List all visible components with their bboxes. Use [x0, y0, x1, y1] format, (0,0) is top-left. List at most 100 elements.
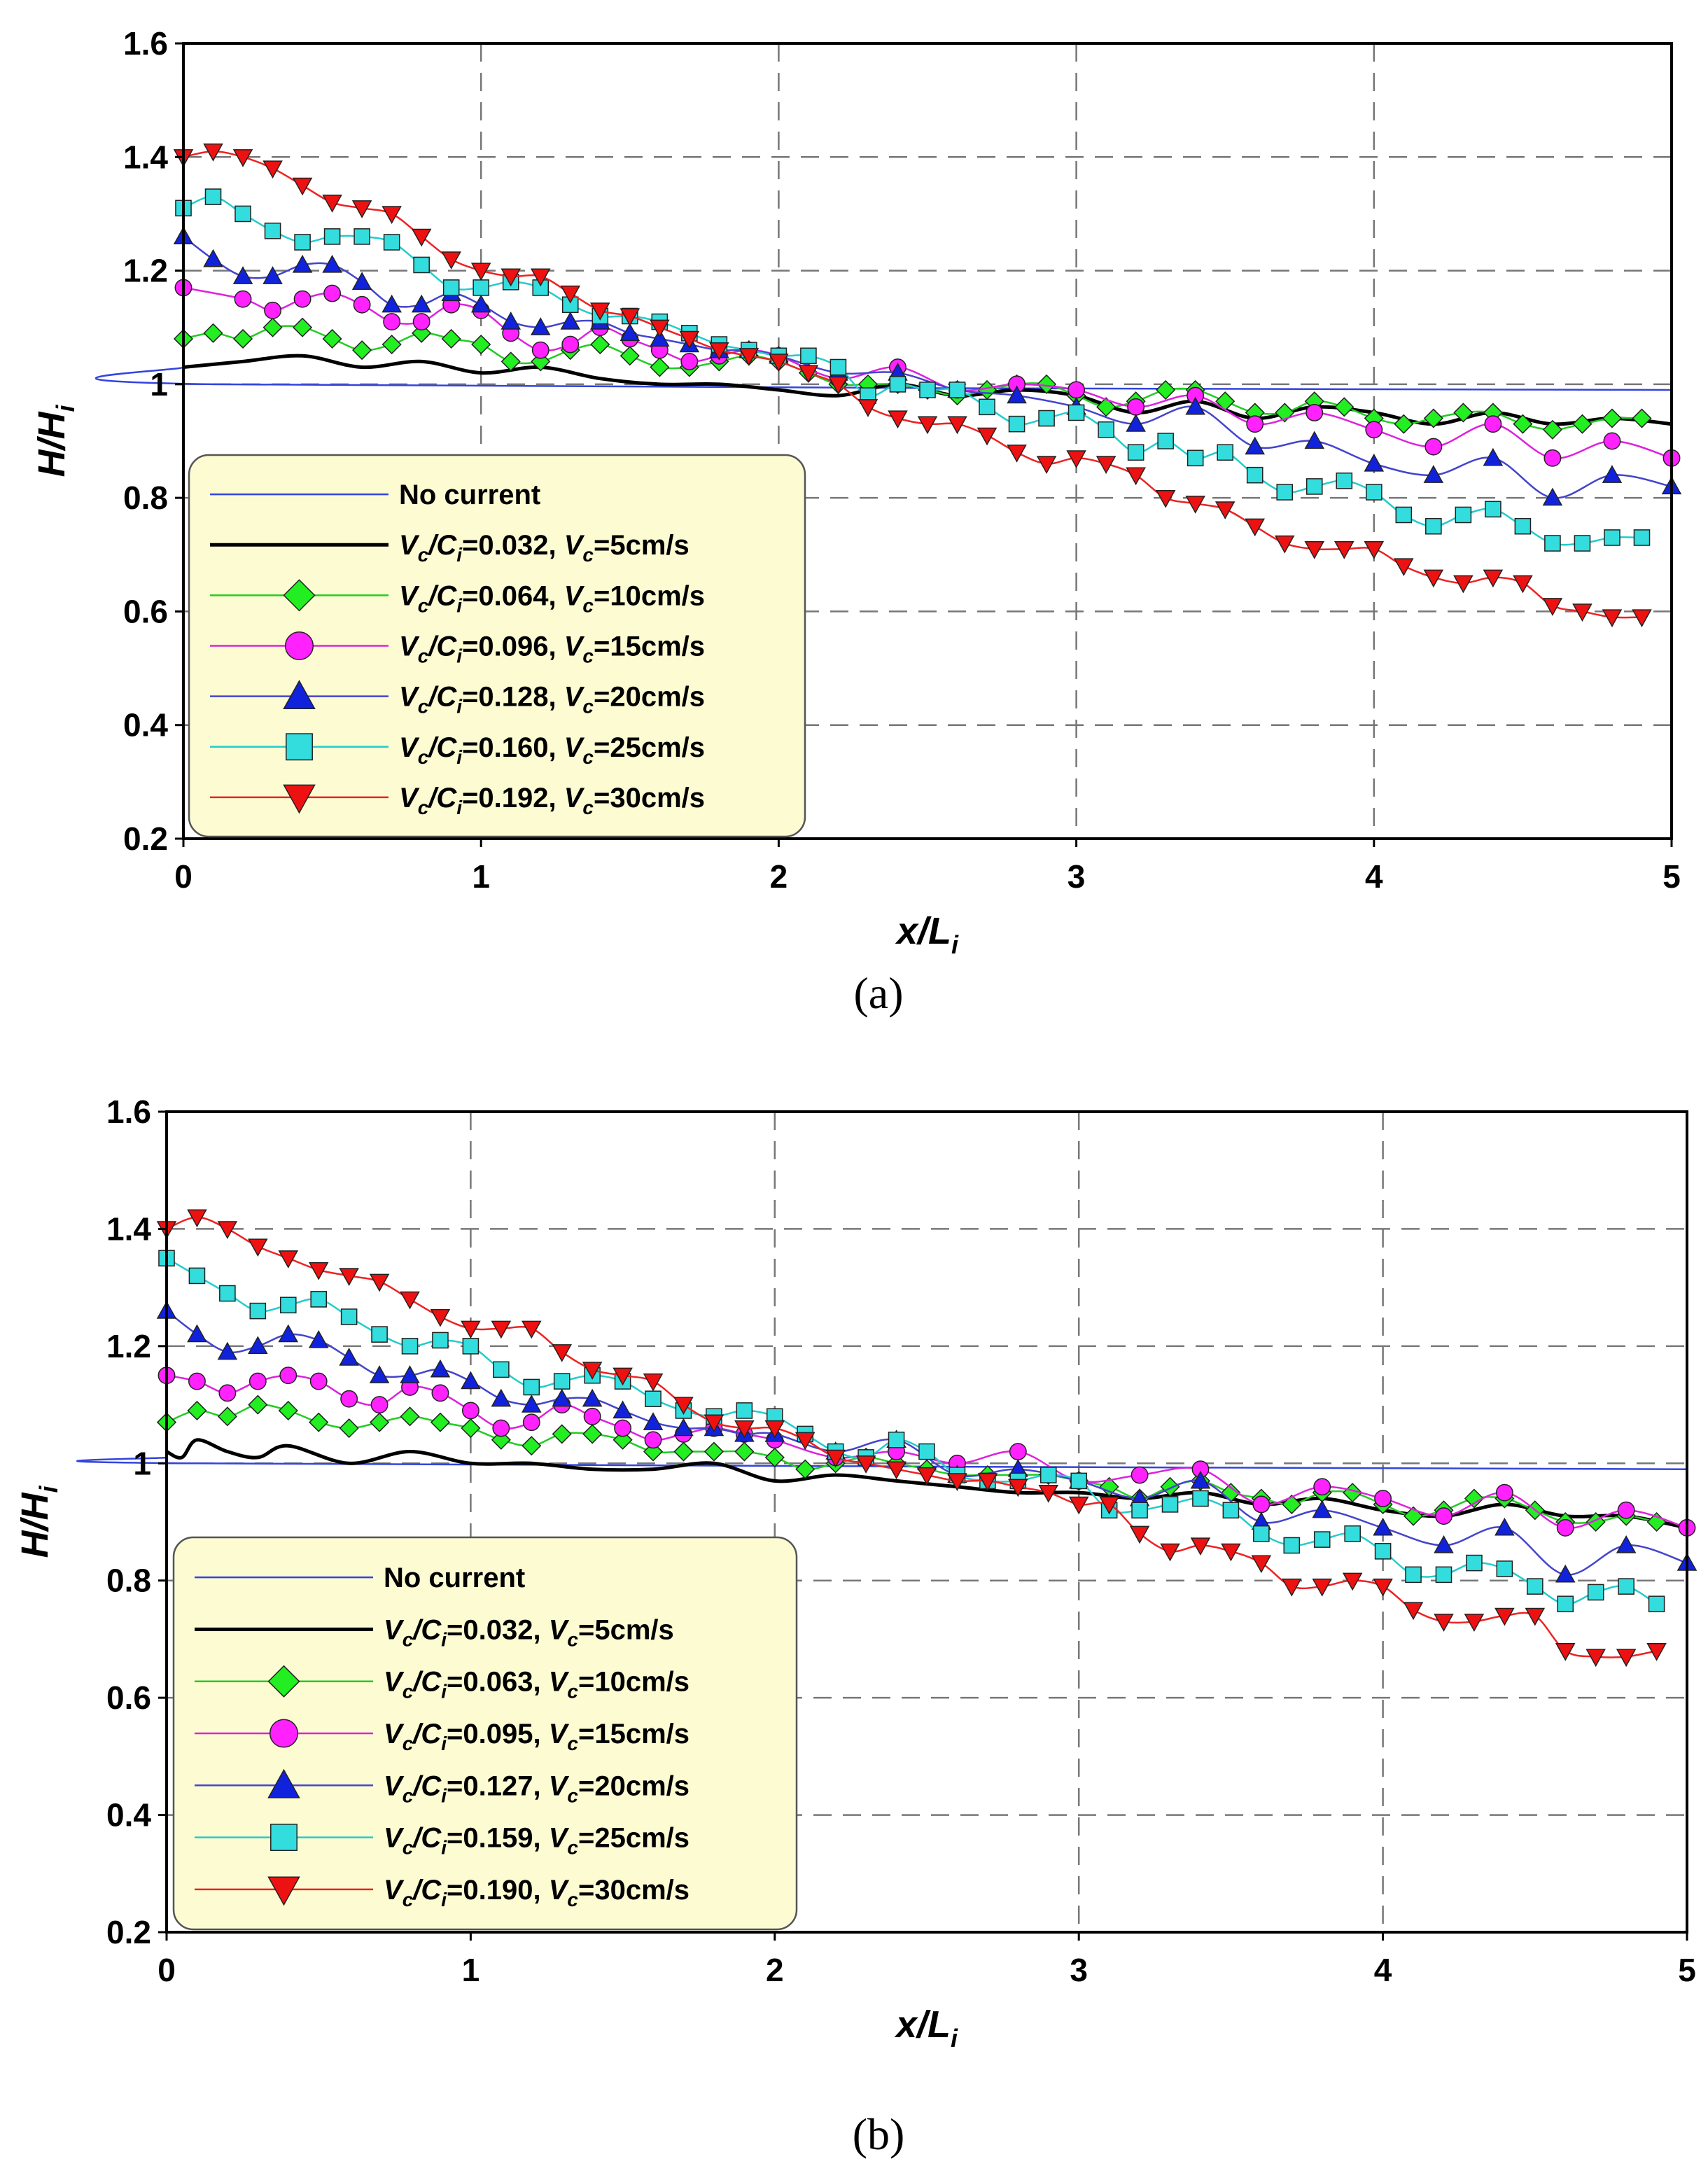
data-point — [400, 1291, 420, 1310]
data-point — [472, 279, 490, 296]
data-point — [217, 1221, 238, 1239]
data-point — [530, 268, 551, 287]
data-point — [500, 312, 521, 330]
x-axis-label-main: x/L — [894, 2004, 951, 2046]
legend-symbol: V — [564, 732, 585, 763]
data-point — [309, 1412, 329, 1432]
data-point — [1336, 473, 1353, 489]
data-point — [217, 1406, 237, 1427]
data-point — [531, 341, 550, 359]
data-point — [1364, 453, 1385, 472]
legend-symbol: V — [384, 1770, 405, 1801]
data-point — [322, 254, 342, 273]
data-point — [531, 351, 551, 372]
x-axis-label-main: x/L — [895, 910, 951, 952]
legend-text: No current — [399, 480, 540, 510]
y-axis-label: H/Hi — [14, 1486, 63, 1558]
data-point — [187, 1400, 207, 1421]
data-point — [1544, 535, 1561, 552]
y-axis-label-sub: i — [34, 1486, 63, 1493]
data-point — [620, 308, 640, 327]
data-point — [432, 1332, 449, 1349]
data-point — [1403, 1602, 1424, 1621]
data-point — [217, 1341, 238, 1360]
data-point — [204, 188, 222, 205]
legend-entry: Vc/Ci=0.159, Vc=25cm/s — [195, 1823, 690, 1859]
legend-symbol: /C — [427, 783, 457, 813]
legend-symbol: V — [384, 1614, 405, 1645]
data-point — [679, 330, 700, 349]
data-point — [614, 1419, 632, 1437]
data-point — [351, 200, 372, 218]
legend-ratio: =0.192, — [462, 783, 564, 813]
x-tick-label: 3 — [1068, 858, 1086, 895]
data-point — [1098, 421, 1114, 438]
legend-speed: =15cm/s — [594, 631, 705, 662]
x-tick-label: 4 — [1365, 858, 1383, 895]
data-point — [278, 1250, 299, 1269]
data-point — [1365, 421, 1383, 439]
data-point — [795, 1459, 816, 1479]
data-point — [232, 266, 253, 284]
data-point — [1464, 1488, 1484, 1509]
legend-entry: Vc/Ci=0.127, Vc=20cm/s — [195, 1768, 690, 1806]
data-point — [462, 1338, 479, 1355]
legend-symbol: c — [402, 1889, 414, 1910]
y-tick-label: 0.8 — [123, 480, 168, 516]
data-point — [1618, 1578, 1634, 1595]
legend-symbol: V — [399, 530, 420, 561]
data-point — [650, 319, 670, 338]
data-point — [262, 266, 283, 284]
legend-symbol: c — [418, 696, 429, 718]
data-point — [1070, 1472, 1088, 1490]
legend-symbol: V — [549, 1875, 570, 1906]
legend-symbol: i — [441, 1784, 447, 1806]
legend-speed: =20cm/s — [578, 1770, 690, 1801]
data-point — [264, 301, 282, 319]
data-point — [1222, 1502, 1240, 1519]
data-point — [1616, 1649, 1637, 1668]
legend-symbol: V — [564, 783, 585, 813]
data-point — [1425, 517, 1442, 535]
data-point — [1587, 1584, 1604, 1601]
legend-label: Vc/Ci=0.032, Vc=5cm/s — [399, 530, 690, 566]
data-point — [278, 1400, 298, 1421]
data-point — [552, 1388, 572, 1407]
legend-label: Vc/Ci=0.096, Vc=15cm/s — [399, 631, 705, 667]
data-point — [1038, 410, 1055, 427]
data-point — [1214, 501, 1236, 519]
legend-ratio: =0.190, — [447, 1875, 549, 1906]
data-point — [187, 1324, 207, 1343]
legend-symbol: /C — [412, 1770, 442, 1801]
legend-label: Vc/Ci=0.127, Vc=20cm/s — [384, 1770, 690, 1806]
data-point — [441, 328, 461, 349]
data-point — [1617, 1501, 1635, 1519]
data-point — [1513, 575, 1533, 594]
legend-symbol: /C — [412, 1614, 442, 1645]
legend-symbol: /C — [427, 682, 457, 713]
data-point — [203, 144, 223, 162]
data-point — [704, 1414, 724, 1433]
data-point — [736, 1402, 753, 1419]
y-tick-label: 1.6 — [123, 25, 168, 62]
series-0 — [94, 366, 1672, 391]
data-point — [354, 228, 370, 245]
data-point — [441, 251, 461, 270]
legend-speed: =15cm/s — [578, 1719, 690, 1749]
data-point — [309, 1372, 328, 1390]
legend-symbol: c — [402, 1733, 414, 1754]
legend-speed: =30cm/s — [578, 1875, 690, 1906]
legend-symbol: c — [582, 797, 594, 818]
data-point — [1127, 398, 1145, 416]
data-point — [188, 1372, 206, 1390]
x-axis-label: x/Li — [894, 2004, 958, 2053]
legend-symbol: V — [549, 1614, 570, 1645]
data-point — [976, 427, 997, 446]
data-point — [1161, 1496, 1179, 1513]
data-point — [1185, 396, 1205, 415]
data-point — [1185, 496, 1205, 514]
legend-entry: Vc/Ci=0.192, Vc=30cm/s — [210, 783, 705, 818]
legend-ratio: =0.032, — [462, 530, 564, 561]
legend-symbol: /C — [412, 1823, 442, 1854]
data-point — [1394, 414, 1414, 434]
